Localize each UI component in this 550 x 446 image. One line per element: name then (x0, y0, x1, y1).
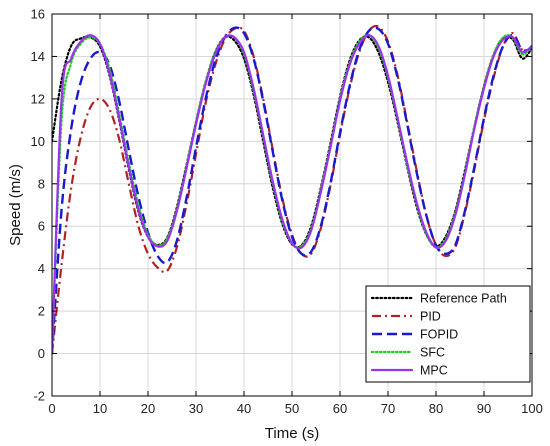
x-tick-label: 30 (189, 401, 203, 416)
legend: Reference Path PID FOPID SFC MPC (365, 285, 531, 383)
y-tick-label: 16 (31, 7, 45, 22)
legend-label: PID (420, 310, 441, 324)
x-tick-label: 50 (285, 401, 299, 416)
y-tick-label: 4 (38, 261, 45, 276)
x-tick-label: 0 (48, 401, 55, 416)
legend-label: Reference Path (420, 292, 507, 306)
y-axis-label: Speed (m/s) (7, 164, 24, 246)
y-tick-label: 10 (31, 134, 45, 149)
x-tick-label: 20 (141, 401, 155, 416)
legend-label: SFC (420, 346, 445, 360)
series-layer (52, 24, 532, 355)
x-tick-label: 80 (429, 401, 443, 416)
series-line-fopid (52, 26, 532, 354)
y-tick-label: 6 (38, 219, 45, 234)
y-tick-label: 8 (38, 176, 45, 191)
legend-label: FOPID (420, 328, 458, 342)
x-tick-label: 40 (237, 401, 251, 416)
x-tick-label: 60 (333, 401, 347, 416)
y-tick-label: -2 (33, 389, 45, 404)
x-tick-label: 70 (381, 401, 395, 416)
series-line-mpc (52, 34, 532, 355)
y-tick-label: 14 (31, 49, 45, 64)
legend-entries: Reference Path PID FOPID SFC MPC (370, 292, 507, 378)
x-tick-label: 100 (521, 401, 543, 416)
legend-label: MPC (420, 364, 448, 378)
x-axis-label: Time (s) (265, 425, 319, 442)
y-tick-label: 2 (38, 304, 45, 319)
x-tick-label: 90 (477, 401, 491, 416)
series-line-pid (52, 24, 532, 354)
y-tick-label: 0 (38, 346, 45, 361)
y-tick-label: 12 (31, 91, 45, 106)
x-tick-label: 10 (93, 401, 107, 416)
